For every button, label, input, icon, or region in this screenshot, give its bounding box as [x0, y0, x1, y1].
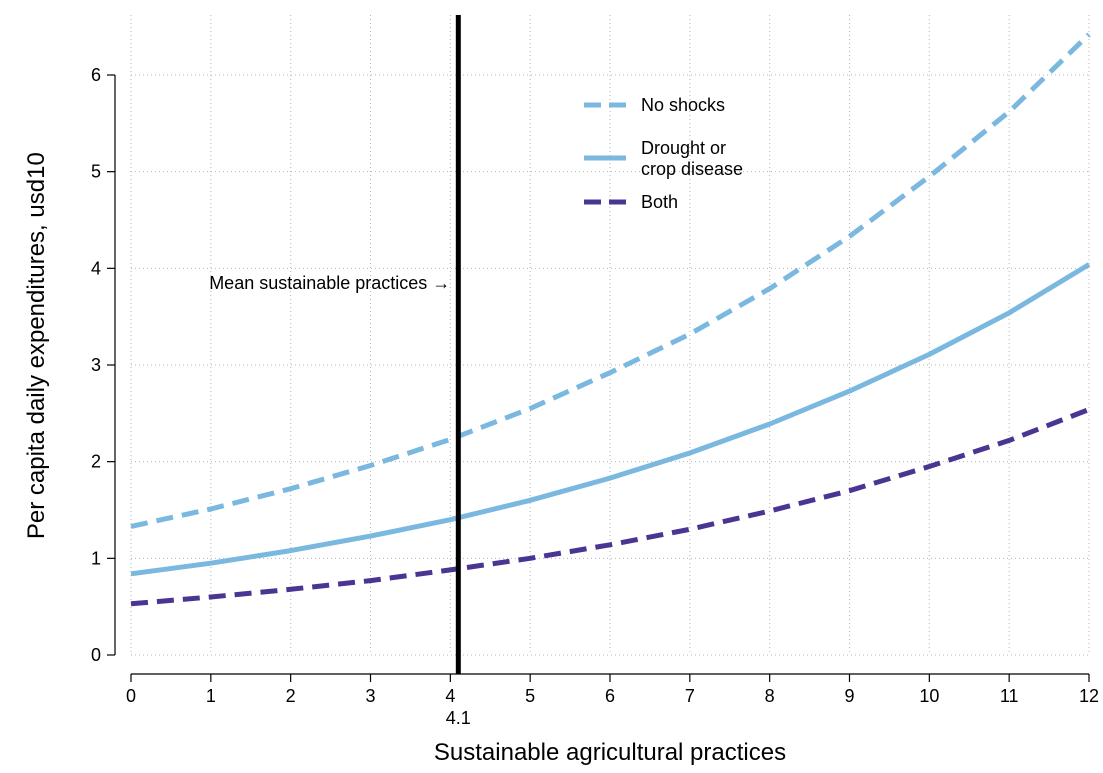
x-tick-label: 9	[844, 686, 854, 706]
legend-label-line: No shocks	[641, 95, 725, 115]
series-line-2	[130, 262, 1091, 577]
reference-annotation: Mean sustainable practices →	[209, 273, 450, 293]
legend-label-line: Drought or	[641, 138, 726, 158]
reference-tick-label: 4.1	[446, 708, 471, 728]
x-tick-label: 8	[765, 686, 775, 706]
y-tick-label: 0	[91, 645, 101, 665]
y-axis-title: Per capita daily expenditures, usd10	[23, 152, 50, 539]
legend-label-line: crop disease	[641, 159, 743, 179]
y-tick-label: 6	[91, 65, 101, 85]
y-tick-label: 1	[91, 548, 101, 568]
x-tick-label: 0	[126, 686, 136, 706]
x-tick-label: 7	[685, 686, 695, 706]
x-tick-label: 2	[286, 686, 296, 706]
x-tick-label: 5	[525, 686, 535, 706]
x-tick-label: 6	[605, 686, 615, 706]
reference-line-group: Mean sustainable practices → 4.1	[209, 15, 471, 728]
legend: No shocks Drought or crop disease Both	[584, 95, 743, 212]
y-tick-label: 5	[91, 162, 101, 182]
x-tick-label: 10	[919, 686, 939, 706]
x-tick-label: 1	[206, 686, 216, 706]
legend-label-3: Both	[641, 192, 678, 212]
x-axis-title: Sustainable agricultural practices	[434, 739, 786, 766]
series-line-3	[130, 407, 1090, 607]
y-tick-label: 4	[91, 258, 101, 278]
y-tick-label: 3	[91, 355, 101, 375]
y-tick-label: 2	[91, 452, 101, 472]
legend-label-2: Drought or crop disease	[641, 138, 743, 179]
series-lines	[130, 32, 1091, 607]
grid-lines	[130, 15, 1090, 656]
x-tick-label: 12	[1079, 686, 1099, 706]
legend-label-1: No shocks	[641, 95, 725, 115]
legend-label-line: Both	[641, 192, 678, 212]
series-line-1	[130, 32, 1091, 529]
x-tick-label: 11	[1000, 686, 1019, 706]
x-tick-label: 3	[365, 686, 375, 706]
x-tick-label: 4	[445, 686, 455, 706]
